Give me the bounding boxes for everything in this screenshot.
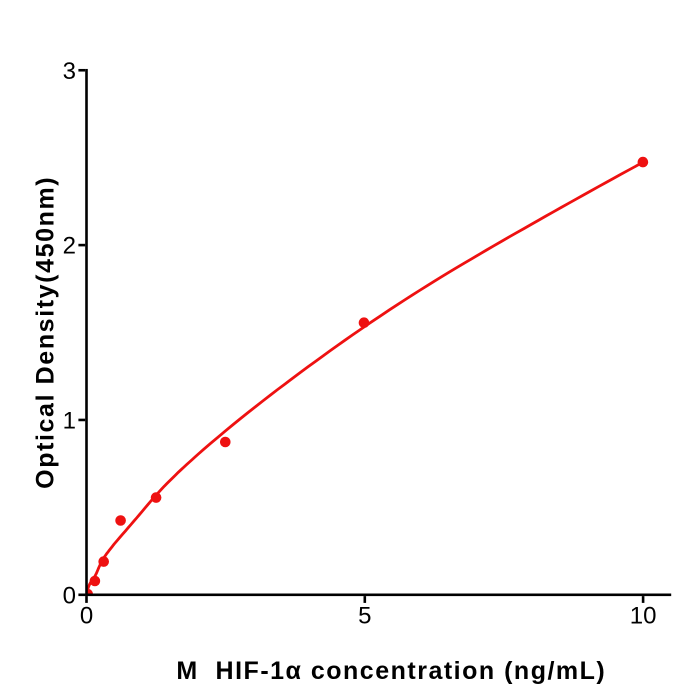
svg-text:0: 0 (80, 603, 93, 630)
svg-text:5: 5 (358, 603, 371, 630)
svg-text:2: 2 (63, 233, 76, 260)
svg-text:1: 1 (63, 408, 76, 435)
svg-text:0: 0 (63, 582, 76, 609)
svg-text:Optical Density(450nm): Optical Density(450nm) (32, 176, 60, 489)
svg-text:M HIF-1α concentration (ng/mL: M HIF-1α concentration (ng/mL) (176, 657, 606, 685)
svg-text:3: 3 (63, 58, 76, 85)
svg-text:10: 10 (630, 603, 657, 630)
